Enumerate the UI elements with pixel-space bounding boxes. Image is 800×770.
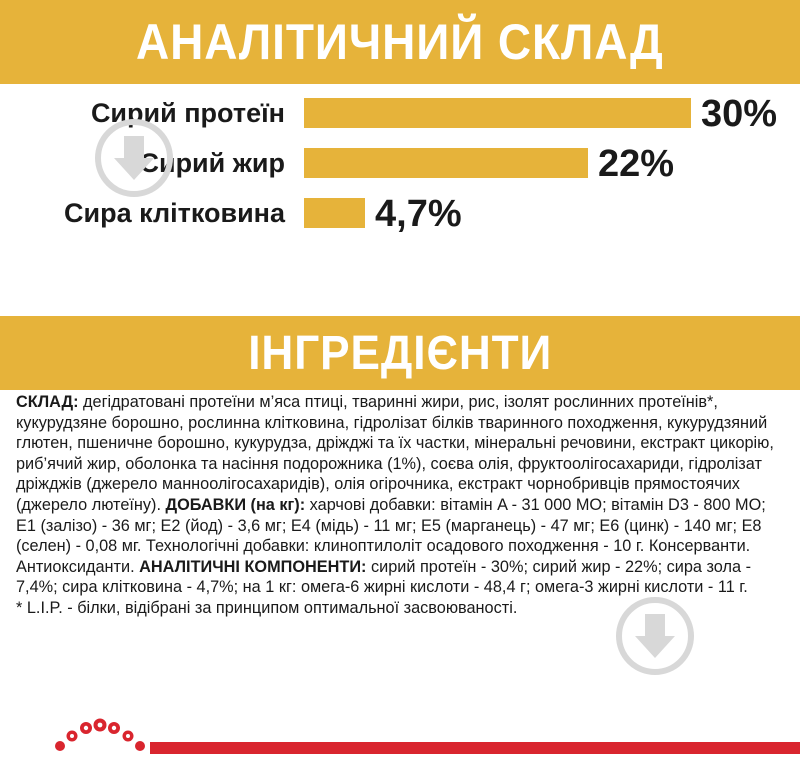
arrow-down-icon bbox=[616, 597, 694, 675]
row-bar bbox=[304, 148, 588, 178]
additives-label: ДОБАВКИ (на кг): bbox=[165, 495, 306, 514]
composition-label: СКЛАД: bbox=[16, 393, 79, 411]
analytical-components-label: АНАЛІТИЧНІ КОМПОНЕНТИ: bbox=[139, 557, 367, 576]
brand-stripe bbox=[150, 742, 800, 754]
footnote: * L.I.P. - білки, відібрані за принципом… bbox=[16, 598, 518, 617]
row-bar bbox=[304, 98, 691, 128]
analytical-row: Сирий протеїн 30% bbox=[0, 93, 800, 144]
arrow-down-icon bbox=[95, 119, 173, 197]
ingredients-banner: ІНГРЕДІЄНТИ bbox=[0, 316, 800, 390]
additives-text: харчові добавки: вітамін A - 31 000 МО; … bbox=[16, 495, 766, 576]
analytical-components-text: сирий протеїн - 30%; сирий жир - 22%; си… bbox=[16, 557, 751, 597]
analytical-row: Сира клітковина 4,7% bbox=[0, 193, 800, 244]
row-value: 30% bbox=[701, 93, 778, 135]
analytical-banner: АНАЛІТИЧНИЙ СКЛАД bbox=[0, 0, 800, 84]
composition-text: дегідратовані протеїни м’яса птиці, твар… bbox=[16, 393, 774, 514]
row-value: 22% bbox=[598, 143, 675, 185]
analytical-title: АНАЛІТИЧНИЙ СКЛАД bbox=[136, 14, 664, 70]
royal-canin-crown-icon bbox=[55, 718, 145, 751]
analytical-row: Сирий жир 22% bbox=[0, 143, 800, 194]
ingredients-text: СКЛАД: дегідратовані протеїни м’яса птиц… bbox=[16, 392, 790, 619]
row-bar bbox=[304, 198, 365, 228]
row-value: 4,7% bbox=[375, 193, 462, 235]
row-label: Сира клітковина bbox=[64, 198, 285, 228]
ingredients-title: ІНГРЕДІЄНТИ bbox=[248, 326, 552, 380]
